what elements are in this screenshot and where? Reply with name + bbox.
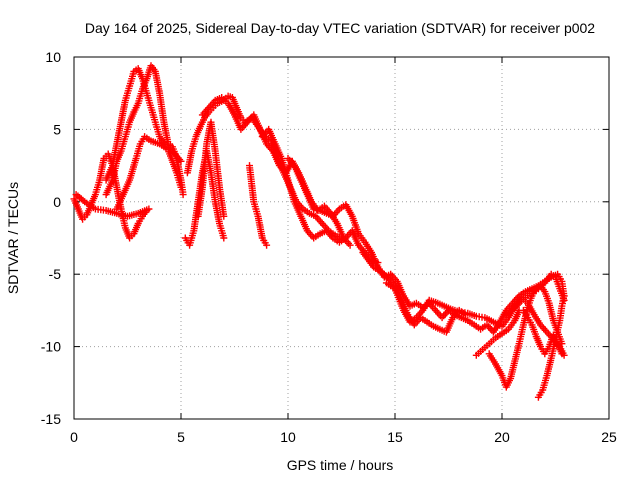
data-point-marker [346,241,354,249]
data-points [70,62,568,401]
data-point-marker [179,191,187,199]
data-point-marker [558,350,566,358]
series-arc-9 [194,118,228,220]
x-axis-label: GPS time / hours [287,457,394,473]
x-tick-label: 15 [387,429,403,445]
series-arc-5 [113,133,185,213]
series-arc-4 [102,62,187,199]
data-point-marker [145,205,153,213]
series-arc-1 [70,150,151,242]
x-tick-label: 10 [280,429,296,445]
y-tick-label: 10 [45,49,61,65]
data-point-marker [177,157,185,165]
axis-ticks: 0 5 10 15 20 25 -15 -10 -5 0 5 10 [41,49,617,445]
y-tick-label: -10 [41,339,61,355]
plot-frame [73,56,610,420]
x-tick-label: 0 [70,429,78,445]
grid-lines [74,57,609,419]
data-point-marker [263,241,271,249]
x-tick-label: 25 [601,429,617,445]
data-point-marker [560,296,568,304]
y-axis-label: SDTVAR / TECUs [5,182,21,294]
x-tick-label: 5 [177,429,185,445]
series-arc-18 [502,270,568,319]
chart-title: Day 164 of 2025, Sidereal Day-to-day VTE… [85,20,595,36]
series-arc-10 [246,162,271,249]
data-point-marker [220,212,228,220]
data-point-marker [558,340,566,348]
y-tick-label: 0 [53,194,61,210]
series-arc-17 [534,292,568,401]
y-tick-label: -5 [49,266,62,282]
data-point-marker [382,272,390,280]
y-tick-label: 5 [53,121,61,137]
data-point-marker [220,234,228,242]
y-tick-label: -15 [41,411,61,427]
data-point-marker [310,205,318,213]
series-arc-11 [258,125,382,267]
x-tick-label: 20 [494,429,510,445]
series-arc-6 [183,92,345,243]
data-point-marker [177,183,185,191]
